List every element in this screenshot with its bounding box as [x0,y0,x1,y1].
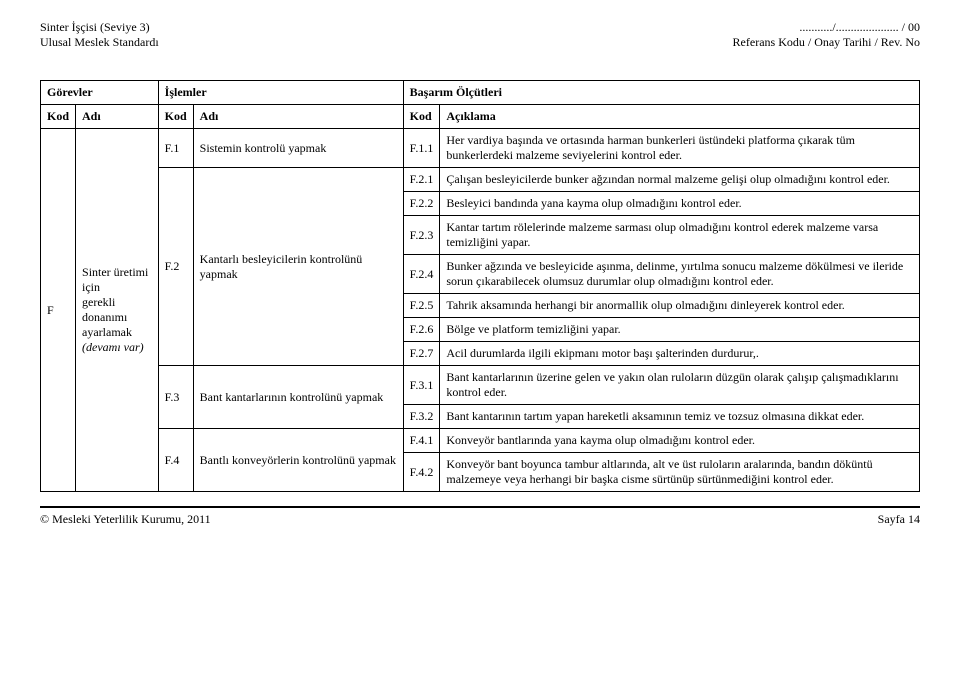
th-gorevler: Görevler [41,81,159,105]
op-adi: Sistemin kontrolü yapmak [193,129,403,168]
crit-txt: Her vardiya başında ve ortasında harman … [440,129,920,168]
crit-kod: F.2.1 [403,168,440,192]
op-kod: F.1 [158,129,193,168]
crit-txt: Bant kantarının tartım yapan hareketli a… [440,405,920,429]
crit-kod: F.2.5 [403,294,440,318]
header-left-subtitle: Ulusal Meslek Standardı [40,35,159,50]
th-adi-2: Adı [193,105,403,129]
crit-txt: Çalışan besleyicilerde bunker ağzından n… [440,168,920,192]
page-header: Sinter İşçisi (Seviye 3) Ulusal Meslek S… [40,20,920,50]
crit-kod: F.2.6 [403,318,440,342]
header-right: .........../..................... / 00 R… [733,20,920,50]
header-left-title: Sinter İşçisi (Seviye 3) [40,20,159,35]
crit-txt: Bölge ve platform temizliğini yapar. [440,318,920,342]
crit-txt: Konveyör bant boyunca tambur altlarında,… [440,453,920,492]
crit-kod: F.3.1 [403,366,440,405]
task-adi: Sinter üretimi için gerekli donanımı aya… [76,129,159,492]
th-aciklama: Açıklama [440,105,920,129]
task-adi-l4: (devamı var) [82,340,144,354]
op-kod: F.3 [158,366,193,429]
footer-rule [40,506,920,508]
footer-left: © Mesleki Yeterlilik Kurumu, 2011 [40,512,211,527]
page-footer: © Mesleki Yeterlilik Kurumu, 2011 Sayfa … [40,512,920,527]
crit-kod: F.3.2 [403,405,440,429]
table-row: F.2 Kantarlı besleyicilerin kontrolünü y… [41,168,920,192]
th-islemler: İşlemler [158,81,403,105]
op-kod: F.4 [158,429,193,492]
th-kod-3: Kod [403,105,440,129]
crit-kod: F.4.2 [403,453,440,492]
table-row: F.3 Bant kantarlarının kontrolünü yapmak… [41,366,920,405]
op-adi: Bant kantarlarının kontrolünü yapmak [193,366,403,429]
crit-txt: Kantar tartım rölelerinde malzeme sarmas… [440,216,920,255]
footer-right: Sayfa 14 [878,512,920,527]
op-kod: F.2 [158,168,193,366]
task-adi-l2: gerekli donanımı [82,295,127,324]
crit-txt: Acil durumlarda ilgili ekipmanı motor ba… [440,342,920,366]
page-container: Sinter İşçisi (Seviye 3) Ulusal Meslek S… [0,0,960,543]
crit-kod: F.2.7 [403,342,440,366]
crit-txt: Bunker ağzında ve besleyicide aşınma, de… [440,255,920,294]
th-kod-1: Kod [41,105,76,129]
header-right-label: Referans Kodu / Onay Tarihi / Rev. No [733,35,920,50]
th-adi-1: Adı [76,105,159,129]
crit-txt: Bant kantarlarının üzerine gelen ve yakı… [440,366,920,405]
crit-kod: F.2.4 [403,255,440,294]
op-adi: Bantlı konveyörlerin kontrolünü yapmak [193,429,403,492]
crit-txt: Konveyör bantlarında yana kayma olup olm… [440,429,920,453]
op-adi: Kantarlı besleyicilerin kontrolünü yapma… [193,168,403,366]
table-header-row-2: Kod Adı Kod Adı Kod Açıklama [41,105,920,129]
th-kod-2: Kod [158,105,193,129]
task-kod: F [41,129,76,492]
standards-table: Görevler İşlemler Başarım Ölçütleri Kod … [40,80,920,492]
crit-txt: Tahrik aksamında herhangi bir anormallik… [440,294,920,318]
crit-kod: F.4.1 [403,429,440,453]
table-row: F Sinter üretimi için gerekli donanımı a… [41,129,920,168]
table-header-row-1: Görevler İşlemler Başarım Ölçütleri [41,81,920,105]
crit-kod: F.2.2 [403,192,440,216]
th-basarim: Başarım Ölçütleri [403,81,919,105]
crit-txt: Besleyici bandında yana kayma olup olmad… [440,192,920,216]
header-left: Sinter İşçisi (Seviye 3) Ulusal Meslek S… [40,20,159,50]
crit-kod: F.1.1 [403,129,440,168]
header-right-code: .........../..................... / 00 [733,20,920,35]
task-adi-l3: ayarlamak [82,325,132,339]
task-adi-l1: Sinter üretimi için [82,265,148,294]
crit-kod: F.2.3 [403,216,440,255]
table-row: F.4 Bantlı konveyörlerin kontrolünü yapm… [41,429,920,453]
